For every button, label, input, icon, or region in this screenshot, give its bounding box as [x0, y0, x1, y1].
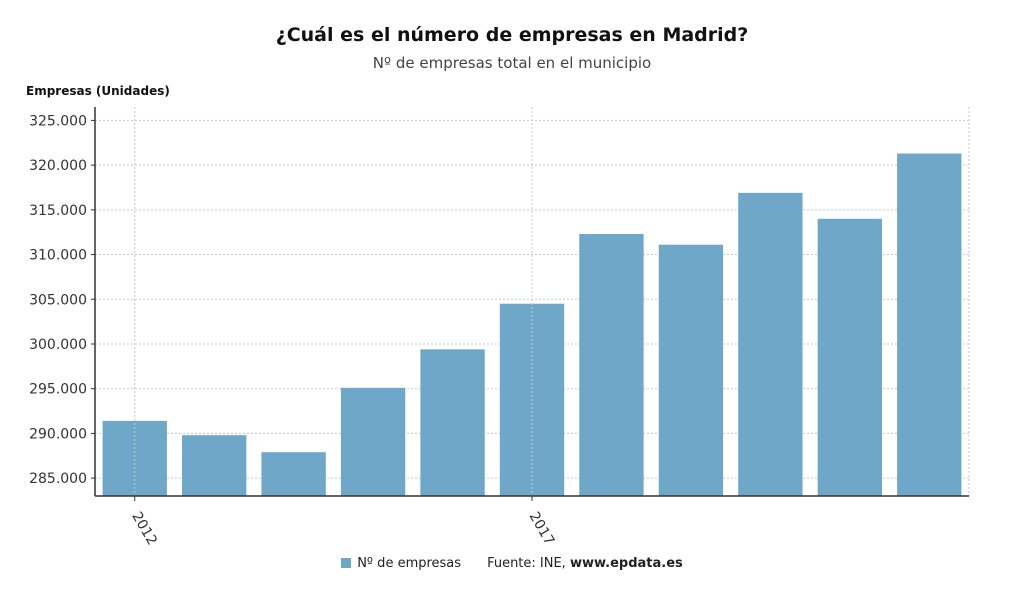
y-tick-label: 320.000 — [29, 158, 87, 174]
source-site: www.epdata.es — [569, 556, 683, 571]
y-tick-label: 315.000 — [29, 203, 87, 219]
bar-2020 — [738, 192, 803, 497]
bar-2019 — [658, 244, 724, 496]
y-tick-label: 310.000 — [29, 248, 87, 264]
legend: Nº de empresas Fuente: INE, www.epdata.es — [0, 556, 1024, 571]
bar-2013 — [182, 435, 247, 496]
y-tick-label: 300.000 — [29, 337, 87, 353]
y-tick-label: 290.000 — [29, 426, 87, 442]
y-tick-label: 325.000 — [29, 113, 87, 129]
bar-2016 — [420, 349, 485, 496]
y-axis-label: Empresas (Unidades) — [26, 84, 170, 98]
bar-2015 — [340, 387, 406, 496]
bar-2014 — [261, 452, 326, 496]
chart-subtitle: Nº de empresas total en el municipio — [372, 54, 652, 72]
source-prefix: Fuente: INE, — [487, 556, 566, 571]
y-tick-label: 305.000 — [29, 292, 87, 308]
bar-2018 — [579, 233, 644, 497]
bar-2021 — [817, 218, 882, 496]
y-tick-label: 295.000 — [29, 382, 87, 398]
chart-title: ¿Cuál es el número de empresas en Madrid… — [275, 24, 749, 46]
y-tick-label: 285.000 — [29, 471, 87, 487]
x-tick-label-2017: 2017 — [526, 509, 558, 548]
bar-2022 — [897, 153, 962, 496]
x-tick-label-2012: 2012 — [128, 509, 160, 548]
legend-swatch — [341, 558, 352, 568]
legend-series-label: Nº de empresas — [357, 556, 462, 571]
